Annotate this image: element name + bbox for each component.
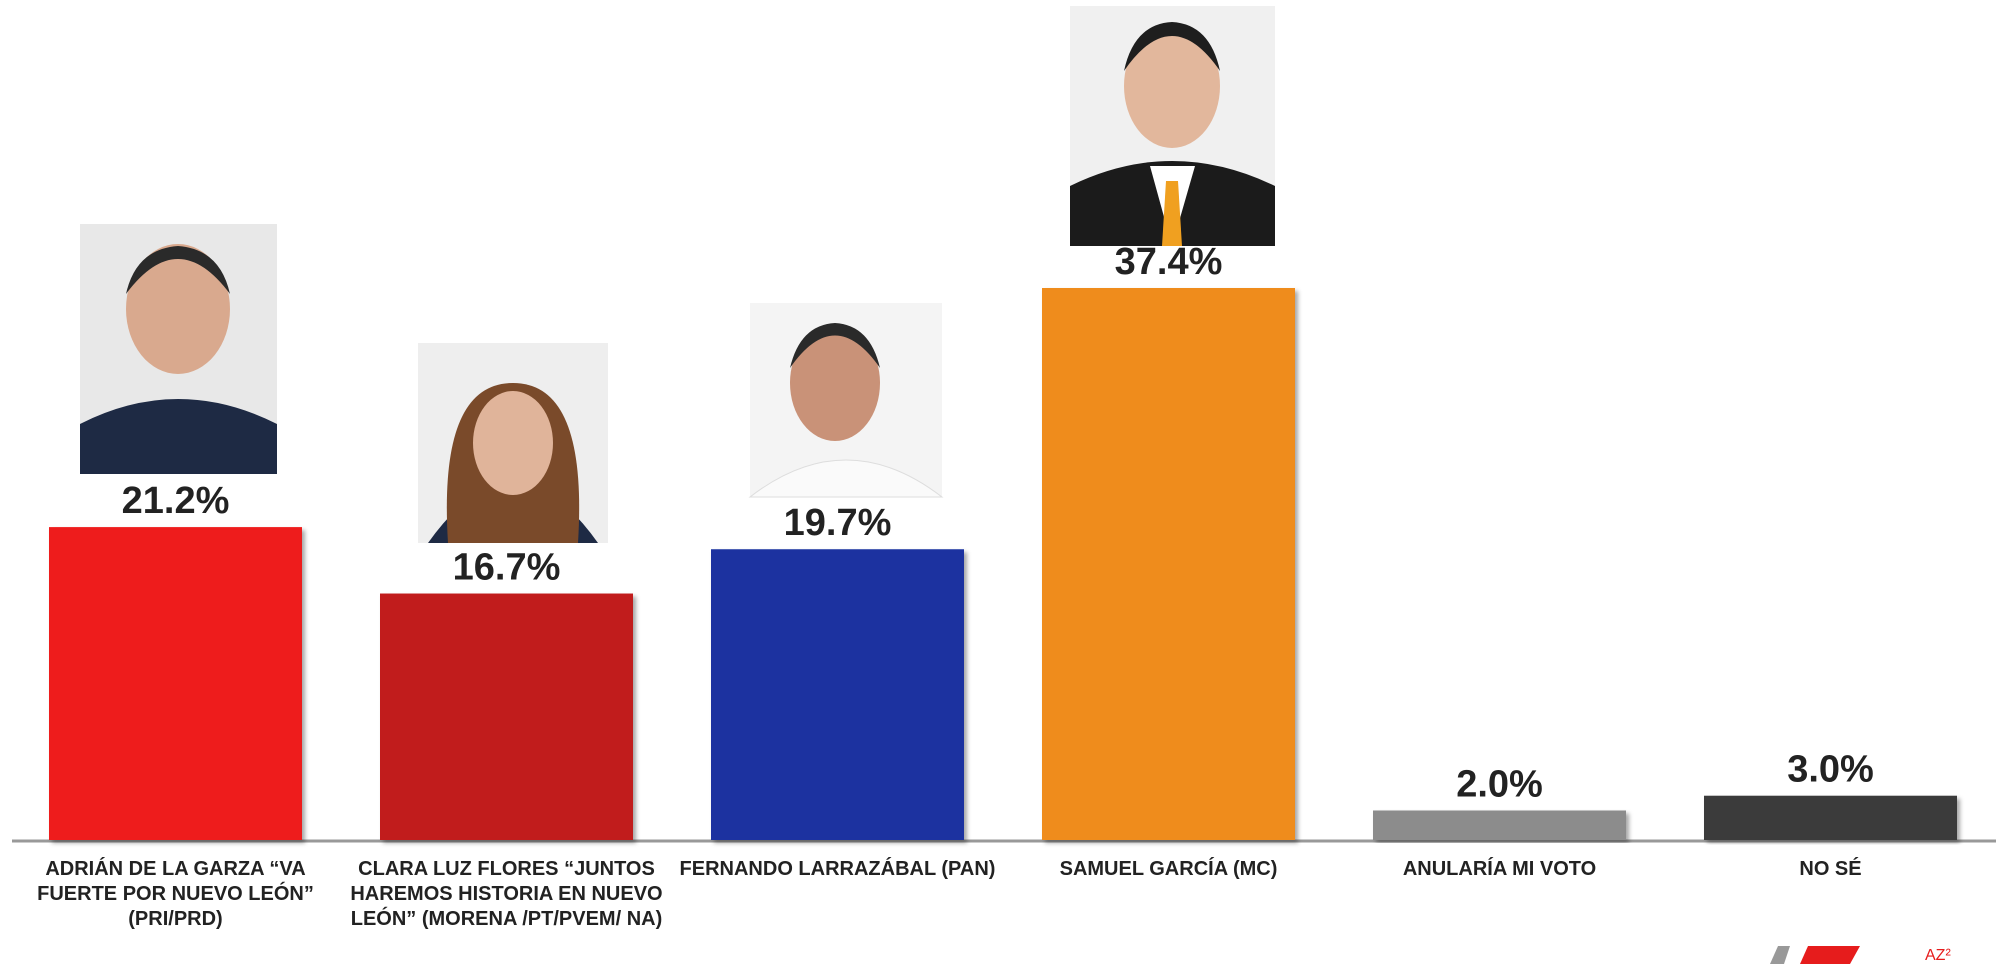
bar: [711, 549, 964, 840]
photo: [80, 224, 277, 474]
category-label: ADRIÁN DE LA GARZA “VA FUERTE POR NUEVO …: [37, 858, 314, 930]
category-label: ANULARÍA MI VOTO: [1402, 858, 1597, 880]
value-label: 2.0%: [1456, 763, 1543, 805]
value-label: 37.4%: [1115, 241, 1223, 283]
category-label: NO SÉ: [1799, 858, 1862, 880]
category-label: CLARA LUZ FLORES “JUNTOS HAREMOS HISTORI…: [350, 858, 663, 930]
value-label: 21.2%: [122, 480, 230, 522]
photo: [1070, 6, 1275, 246]
photo: [418, 343, 608, 543]
value-label: 19.7%: [784, 502, 892, 544]
bar: [1042, 288, 1295, 840]
value-label: 3.0%: [1787, 749, 1874, 791]
bar: [380, 593, 633, 840]
bar: [1373, 810, 1626, 840]
logo-text: AZ²: [1925, 947, 1951, 964]
bar: [1704, 795, 1957, 840]
category-label: SAMUEL GARCÍA (MC): [1059, 858, 1278, 880]
category-label: FERNANDO LARRAZÁBAL (PAN): [679, 858, 996, 880]
logo: AZ²: [1770, 946, 1951, 964]
photo: [748, 303, 944, 498]
bar: [49, 527, 302, 840]
value-label: 16.7%: [453, 547, 561, 589]
